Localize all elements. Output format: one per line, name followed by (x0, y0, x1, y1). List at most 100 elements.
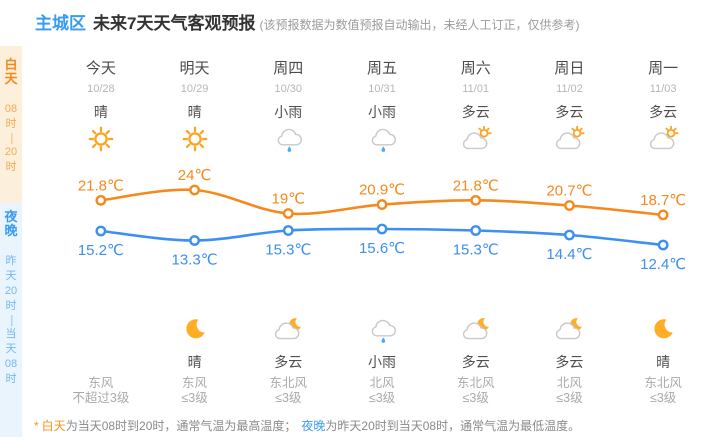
wind-level: ≤3级 (462, 391, 489, 405)
nighttime-time-char: 20 (4, 285, 18, 297)
cloud-sun-icon (523, 122, 617, 156)
page-title: 未来7天天气客观预报 (93, 14, 256, 33)
low-temp-label: 15.6℃ (359, 240, 405, 257)
low-temp-point (189, 235, 200, 246)
cloud-moon-icon (429, 314, 523, 346)
high-temp-label: 18.7℃ (640, 192, 686, 209)
wind-level: ≤3级 (556, 391, 583, 405)
daytime-time-char: 时 (5, 161, 17, 173)
wind-level: ≤3级 (275, 391, 302, 405)
low-temp-label: 12.4℃ (640, 256, 686, 273)
high-temp-label: 20.9℃ (359, 182, 405, 199)
day-date: 10/31 (368, 83, 396, 95)
night-weather-label: 小雨 (367, 354, 396, 370)
low-temp-label: 14.4℃ (546, 246, 592, 263)
none-icon (54, 314, 148, 346)
region-name[interactable]: 主城区 (35, 14, 86, 33)
nighttime-time-char: 天 (5, 343, 17, 355)
wind-info: 东北风 ≤3级 (429, 376, 523, 406)
high-temp-label: 21.8℃ (78, 177, 124, 194)
high-temp-point (470, 194, 482, 206)
day-name: 周四 (273, 60, 304, 77)
day-weather-label: 晴 (187, 104, 202, 120)
nighttime-time-char: 时 (5, 373, 17, 385)
low-temp-point (657, 239, 669, 251)
wind-level: ≤3级 (181, 391, 208, 405)
wind-level: ≤3级 (368, 391, 396, 405)
nighttime-label-char: 晚 (4, 223, 18, 238)
daytime-time-char: — (5, 133, 18, 144)
footnote-night-label: 夜晚 (301, 419, 326, 433)
dates-row: 10/28 10/29 10/30 10/31 11/01 11/02 11/03 (54, 83, 710, 95)
high-temp-label: 20.7℃ (546, 183, 592, 200)
day-weather-label: 多云 (555, 104, 584, 120)
daytime-sidebar: 白天 08 时 — 20 时 (0, 46, 22, 203)
day-weather-row: 晴 晴 小雨 小雨 多云 多云 多云 (54, 102, 710, 122)
night-weather-label: 晴 (656, 354, 671, 370)
sun-icon (54, 122, 148, 156)
wind-info: 东风 不超过3级 (54, 376, 148, 406)
high-temp-label: 24℃ (178, 168, 212, 184)
low-temp-label: 15.3℃ (265, 242, 311, 259)
night-weather-label: 多云 (274, 354, 303, 370)
night-weather-row: 晴 多云 小雨 多云 多云 晴 (54, 352, 710, 372)
wind-info: 东北风 ≤3级 (616, 376, 710, 406)
day-date: 10/30 (274, 83, 303, 95)
low-temp-point (95, 225, 107, 237)
night-weather-label: 多云 (461, 354, 490, 370)
wind-direction: 东北风 (269, 376, 308, 390)
night-weather-label (54, 352, 148, 372)
low-temp-point (564, 229, 575, 241)
rain-icon (335, 314, 429, 346)
wind-info: 北风 ≤3级 (523, 376, 617, 406)
nighttime-sidebar: 夜晚昨天 20 时 — 当天 08 时 (0, 203, 22, 437)
nighttime-time-char: 当 (5, 328, 17, 340)
footnote-star: * (34, 419, 39, 433)
nighttime-time-char: 昨 (5, 255, 17, 267)
day-weather-label: 小雨 (367, 104, 396, 120)
day-weather-label: 多云 (649, 104, 678, 120)
footnote-day-text: 为当天08时到20时，通常气温为最高温度； (65, 419, 297, 433)
high-temp-point (282, 208, 294, 219)
high-temp-label: 19℃ (272, 191, 306, 208)
footnote-night-text: 为昨天20时到当天08时，通常气温为最低温度。 (325, 419, 581, 433)
nighttime-time-char: 08 (4, 358, 18, 370)
high-temp-point (189, 184, 200, 196)
footnote-day-label: 白天 (41, 419, 66, 433)
day-name: 今天 (85, 60, 116, 77)
wind-row: 东风 不超过3级 东风 ≤3级 东北风 ≤3级 北风 ≤3级 东北风 ≤3级 北风 ≤3级 东北风 ≤3级 (54, 376, 710, 406)
moon-icon (148, 314, 242, 346)
temperature-chart: 21.8℃ 24℃ 19℃ 20.9℃ 21.8℃ 20.7℃ 18.7℃ 15.2℃ 13.3… (78, 168, 686, 273)
high-temp-point (564, 200, 575, 211)
daytime-label-char: 白 (4, 57, 18, 72)
cloud-moon-icon (241, 314, 335, 346)
high-temp-point (95, 194, 107, 206)
wind-direction: 北风 (369, 376, 395, 390)
low-temp-label: 13.3℃ (172, 252, 218, 269)
day-names-row: 今天 明天 周四 周五 周六 周日 周一 (54, 57, 710, 78)
daytime-time-char: 08 (4, 103, 18, 115)
disclaimer-note: (该预报数据为数值预报自动输出，未经人工订正，仅供参考) (259, 18, 580, 32)
cloud-moon-icon (523, 314, 617, 346)
cloud-sun-icon (429, 122, 523, 156)
day-icons-row (54, 122, 710, 156)
high-temp-point (657, 209, 669, 221)
low-temp-point (376, 223, 388, 235)
night-weather-label: 晴 (187, 354, 202, 370)
day-weather-label: 多云 (461, 104, 490, 120)
daytime-time-char: 时 (5, 118, 17, 130)
wind-level: 不超过3级 (72, 391, 130, 405)
day-date: 10/28 (87, 83, 115, 95)
day-weather-label: 晴 (93, 104, 108, 120)
day-date: 11/02 (556, 83, 583, 95)
wind-info: 北风 ≤3级 (335, 376, 429, 406)
moon-icon (616, 314, 710, 346)
low-temp-point (282, 225, 294, 236)
footnote: * 白天为当天08时到20时，通常气温为最高温度； 夜晚为昨天20时到当天08时，通… (34, 417, 580, 434)
day-name: 周一 (648, 60, 679, 77)
day-name: 周五 (366, 60, 397, 77)
low-temp-label: 15.3℃ (453, 242, 499, 259)
low-temp-label: 15.2℃ (78, 242, 124, 259)
nighttime-time-char: — (5, 315, 18, 326)
nighttime-label-char: 夜 (4, 209, 18, 224)
